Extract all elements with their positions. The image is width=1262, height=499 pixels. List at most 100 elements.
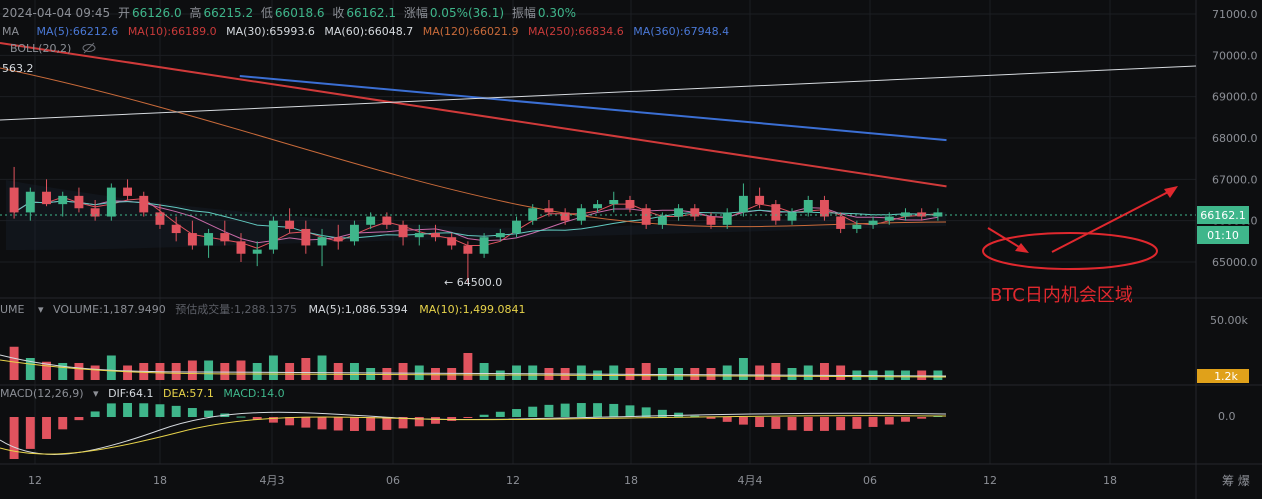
price-tick-label: 70000.0 — [1212, 49, 1258, 62]
candle-body — [58, 195, 68, 205]
volume-bar — [512, 365, 521, 380]
time-tick-label: 12 — [28, 474, 42, 487]
macd-bar — [382, 417, 392, 430]
macd-bar — [917, 417, 927, 419]
time-tick-label: 18 — [153, 474, 167, 487]
time-tick-label: 4月3 — [260, 474, 285, 487]
bottom-right-tools[interactable]: 筹 爆 — [1222, 474, 1250, 488]
volume-ma10 — [0, 359, 947, 378]
macd-bar — [593, 403, 603, 417]
candle-body — [204, 233, 214, 246]
trend-lines — [0, 41, 1197, 188]
candle-body — [933, 212, 943, 217]
volume-current-tag: 1.2k — [1197, 369, 1249, 383]
macd-axis-label: 0.0 — [1218, 410, 1236, 423]
bollinger-band — [6, 180, 946, 250]
macd-bar — [528, 406, 538, 417]
candle-body — [398, 224, 408, 238]
eye-icon[interactable] — [82, 42, 96, 54]
macd-bar — [690, 415, 700, 417]
macd-bar — [738, 417, 748, 425]
volume-bar — [187, 360, 197, 380]
volume-bar — [382, 368, 392, 380]
macd-bar — [447, 417, 457, 421]
volume-bar — [301, 358, 311, 380]
candle-body — [42, 191, 51, 205]
candle-body — [755, 195, 765, 205]
candle-body — [706, 216, 716, 225]
volume-bar — [317, 355, 327, 380]
candle-countdown: 01:10 — [1207, 229, 1239, 242]
volume-bar — [901, 370, 910, 380]
candle-body — [139, 195, 149, 213]
macd-bar — [787, 417, 797, 431]
macd-bar — [204, 410, 214, 417]
candle-body — [236, 241, 246, 254]
macd-bar — [187, 408, 197, 417]
volume-bar — [204, 360, 214, 380]
price-tick-label: 69000.0 — [1212, 91, 1258, 104]
ma-line-ma360 — [239, 75, 947, 142]
volume-bar — [933, 370, 943, 380]
ma-legend: MA MA(5):66212.6 MA(10):66189.0 MA(30):6… — [2, 25, 729, 38]
volume-bar — [803, 365, 813, 380]
time-tick-label: 18 — [624, 474, 638, 487]
macd-bar — [123, 403, 133, 417]
time-tick-label: 06 — [863, 474, 877, 487]
candle-body — [609, 200, 619, 205]
volume-bar — [771, 363, 781, 380]
volume-bar — [738, 358, 748, 380]
volume-bar — [755, 365, 765, 380]
macd-histogram — [0, 403, 947, 459]
candle-body — [738, 195, 748, 213]
candle-body — [187, 233, 197, 246]
low-price-marker: ← 64500.0 — [444, 276, 502, 289]
time-tick-label: 18 — [1103, 474, 1117, 487]
ma-line — [13, 200, 938, 239]
volume-bar — [9, 346, 19, 380]
volume-bar — [576, 365, 586, 380]
volume-bar — [819, 363, 829, 380]
candle-body — [495, 233, 505, 238]
candle-body — [349, 224, 359, 242]
candle-body — [463, 245, 473, 254]
candle-body — [106, 187, 116, 217]
macd-bar — [641, 407, 651, 417]
macd-bar — [268, 417, 278, 423]
macd-bar — [333, 417, 343, 431]
macd-bar — [576, 403, 586, 417]
volume-bar — [25, 358, 35, 380]
candle-body — [252, 249, 262, 254]
macd-bar — [819, 417, 829, 431]
volume-bar — [917, 370, 927, 380]
annotation-arrowhead-down — [1015, 243, 1029, 253]
macd-bar — [609, 403, 619, 417]
macd-bar — [398, 417, 408, 429]
annotation-arrowhead-up — [1164, 186, 1178, 198]
candle-body — [868, 220, 878, 225]
candle-body — [657, 216, 667, 225]
candle-body — [220, 233, 230, 242]
price-tick-label: 67000.0 — [1212, 173, 1258, 186]
volume-bar — [90, 365, 100, 380]
candle-body — [366, 216, 376, 225]
candle-body — [803, 200, 813, 213]
volume-bar — [252, 363, 262, 380]
candle-body — [771, 204, 781, 221]
candle-body — [447, 237, 457, 246]
macd-bar — [155, 404, 165, 417]
candle-body — [512, 220, 521, 234]
candle-body — [155, 212, 165, 225]
candle-body — [333, 237, 343, 242]
macd-bar — [463, 417, 473, 418]
price-tick-label: 71000.0 — [1212, 8, 1258, 21]
volume-bar — [674, 368, 684, 380]
macd-bar — [479, 414, 489, 417]
volume-bar — [349, 363, 359, 380]
candle-body — [317, 237, 327, 246]
svg-text:66162.1: 66162.1 — [1200, 209, 1246, 222]
macd-dif-line — [0, 411, 947, 455]
candle-body — [285, 220, 295, 229]
macd-bar — [414, 417, 424, 427]
